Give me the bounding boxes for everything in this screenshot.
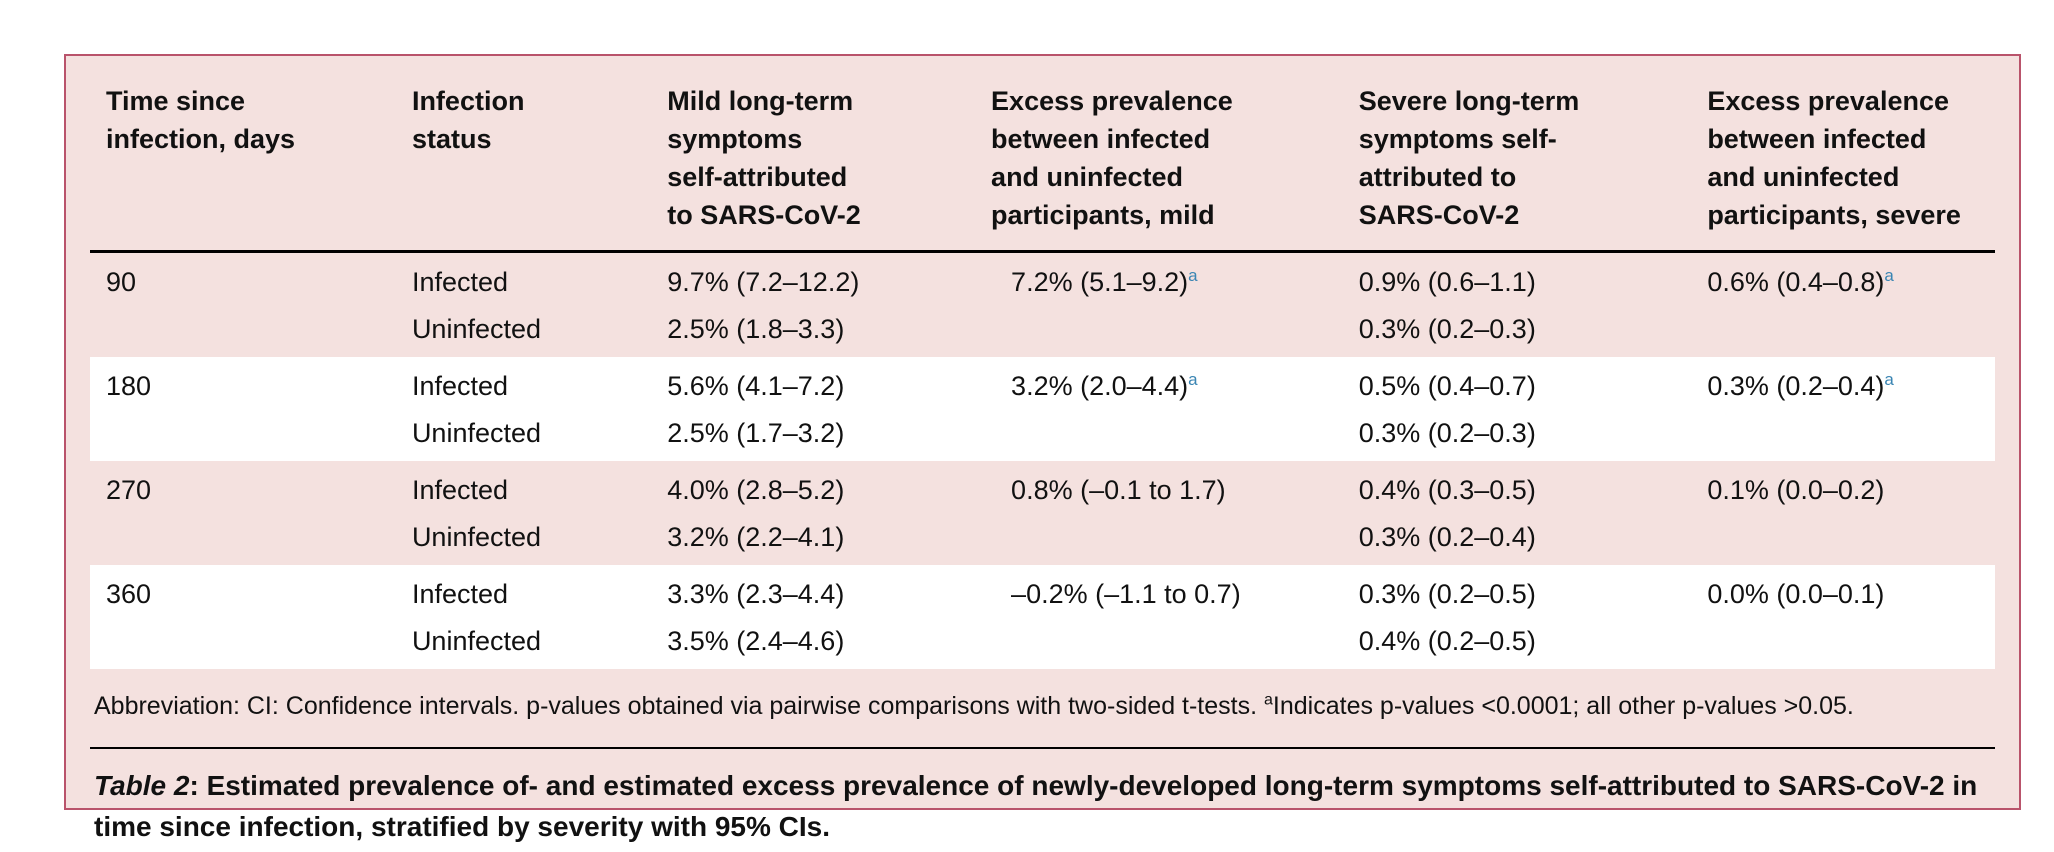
footnote-marker-a: a (1188, 266, 1198, 285)
table-row: 270 Infected 4.0% (2.8–5.2) 0.8% (–0.1 t… (90, 461, 1995, 513)
cell-excess-severe (1707, 409, 1995, 461)
table-row: Uninfected 2.5% (1.8–3.3) 0.3% (0.2–0.3) (90, 305, 1995, 357)
header-excess-mild: Excess prevalence between infected and u… (991, 70, 1359, 253)
footnote-marker-a: a (1884, 370, 1894, 389)
cell-status: Infected (411, 267, 509, 297)
cell-severe-prevalence: 0.3% (0.2–0.3) (1358, 418, 1536, 448)
footnote-text: Abbreviation: CI: Confidence intervals. … (94, 692, 1264, 720)
cell-excess-severe: 0.3% (0.2–0.4)a (1707, 357, 1995, 409)
cell-time: 270 (106, 475, 152, 505)
caption-label: Table 2 (94, 770, 190, 801)
cell-excess-mild (991, 409, 1359, 461)
header-time-since-infection: Time since infection, days (90, 70, 412, 253)
cell-mild-prevalence: 5.6% (4.1–7.2) (667, 371, 845, 401)
footnote-text: Indicates p-values <0.0001; all other p-… (1272, 692, 1854, 720)
cell-time: 90 (106, 267, 137, 297)
table-row: 180 Infected 5.6% (4.1–7.2) 3.2% (2.0–4.… (90, 357, 1995, 409)
cell-status: Infected (411, 475, 509, 505)
cell-time (90, 513, 412, 565)
cell-status: Infected (411, 579, 509, 609)
cell-severe-prevalence: 0.5% (0.4–0.7) (1358, 371, 1536, 401)
excess-severe-value: 0.1% (0.0–0.2) (1707, 475, 1885, 505)
caption-divider (90, 747, 1995, 749)
cell-status: Uninfected (411, 418, 542, 448)
cell-excess-severe (1707, 305, 1995, 357)
table-row: Uninfected 2.5% (1.7–3.2) 0.3% (0.2–0.3) (90, 409, 1995, 461)
header-infection-status: Infection status (411, 70, 668, 253)
cell-mild-prevalence: 9.7% (7.2–12.2) (667, 267, 860, 297)
excess-severe-value: 0.6% (0.4–0.8) (1707, 267, 1885, 297)
table-header-row: Time since infection, days Infection sta… (90, 70, 1995, 253)
excess-severe-value: 0.0% (0.0–0.1) (1707, 579, 1885, 609)
cell-excess-mild: 3.2% (2.0–4.4)a (991, 357, 1359, 409)
cell-mild-prevalence: 4.0% (2.8–5.2) (667, 475, 845, 505)
table-row: 90 Infected 9.7% (7.2–12.2) 7.2% (5.1–9.… (90, 252, 1995, 306)
cell-status: Uninfected (411, 314, 542, 344)
cell-excess-severe: 0.0% (0.0–0.1) (1707, 565, 1995, 617)
excess-mild-value: 7.2% (5.1–9.2) (1011, 267, 1189, 297)
cell-excess-severe: 0.1% (0.0–0.2) (1707, 461, 1995, 513)
cell-time: 180 (106, 371, 152, 401)
cell-time (90, 409, 412, 461)
cell-severe-prevalence: 0.9% (0.6–1.1) (1358, 267, 1536, 297)
cell-excess-mild: 7.2% (5.1–9.2)a (991, 252, 1359, 306)
cell-excess-severe (1707, 513, 1995, 565)
cell-excess-mild: –0.2% (–1.1 to 0.7) (991, 565, 1359, 617)
excess-severe-value: 0.3% (0.2–0.4) (1707, 371, 1885, 401)
prevalence-table: Time since infection, days Infection sta… (90, 70, 1995, 669)
excess-mild-value: 0.8% (–0.1 to 1.7) (1011, 475, 1226, 505)
header-mild-symptoms: Mild long-term symptoms self-attributed … (667, 70, 992, 253)
cell-mild-prevalence: 2.5% (1.7–3.2) (667, 418, 845, 448)
cell-excess-mild (991, 617, 1359, 669)
table-row: 360 Infected 3.3% (2.3–4.4) –0.2% (–1.1 … (90, 565, 1995, 617)
table-footnote: Abbreviation: CI: Confidence intervals. … (90, 669, 1995, 721)
excess-mild-value: –0.2% (–1.1 to 0.7) (1011, 579, 1241, 609)
header-excess-severe: Excess prevalence between infected and u… (1707, 70, 1995, 253)
cell-status: Uninfected (411, 626, 542, 656)
cell-severe-prevalence: 0.3% (0.2–0.4) (1358, 522, 1536, 552)
cell-status: Infected (411, 371, 509, 401)
table-caption: Table 2: Estimated prevalence of- and es… (90, 749, 1995, 847)
cell-severe-prevalence: 0.3% (0.2–0.5) (1358, 579, 1536, 609)
cell-time (90, 305, 412, 357)
footnote-marker-a: a (1884, 266, 1894, 285)
cell-severe-prevalence: 0.3% (0.2–0.3) (1358, 314, 1536, 344)
cell-severe-prevalence: 0.4% (0.3–0.5) (1358, 475, 1536, 505)
cell-mild-prevalence: 3.3% (2.3–4.4) (667, 579, 845, 609)
cell-excess-mild (991, 513, 1359, 565)
cell-excess-mild (991, 305, 1359, 357)
header-severe-symptoms: Severe long-term symptoms self- attribut… (1358, 70, 1708, 253)
caption-separator: : (189, 770, 207, 801)
cell-severe-prevalence: 0.4% (0.2–0.5) (1358, 626, 1536, 656)
caption-text: Estimated prevalence of- and estimated e… (94, 770, 1978, 842)
footnote-marker-a: a (1264, 691, 1273, 709)
cell-excess-mild: 0.8% (–0.1 to 1.7) (991, 461, 1359, 513)
cell-mild-prevalence: 3.2% (2.2–4.1) (667, 522, 845, 552)
cell-time (90, 617, 412, 669)
table-row: Uninfected 3.5% (2.4–4.6) 0.4% (0.2–0.5) (90, 617, 1995, 669)
cell-excess-severe: 0.6% (0.4–0.8)a (1707, 252, 1995, 306)
cell-mild-prevalence: 3.5% (2.4–4.6) (667, 626, 845, 656)
excess-mild-value: 3.2% (2.0–4.4) (1011, 371, 1189, 401)
cell-time: 360 (106, 579, 152, 609)
cell-mild-prevalence: 2.5% (1.8–3.3) (667, 314, 845, 344)
table-row: Uninfected 3.2% (2.2–4.1) 0.3% (0.2–0.4) (90, 513, 1995, 565)
cell-status: Uninfected (411, 522, 542, 552)
footnote-marker-a: a (1188, 370, 1198, 389)
cell-excess-severe (1707, 617, 1995, 669)
table2-panel: Time since infection, days Infection sta… (64, 54, 2021, 842)
